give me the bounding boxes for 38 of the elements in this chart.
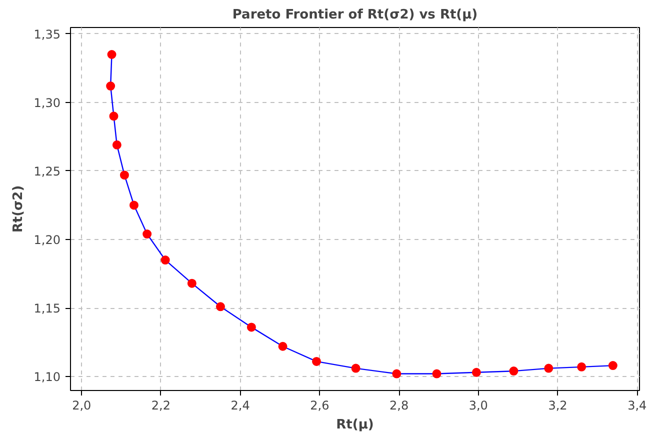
point xyxy=(472,368,481,377)
y-axis-title: Rt(σ2) xyxy=(10,185,26,233)
x-tick-label: 2,0 xyxy=(72,398,92,412)
y-tick-label: 1,20 xyxy=(34,232,60,247)
point xyxy=(160,256,170,265)
x-tick-label: 3,0 xyxy=(468,398,488,412)
x-axis-title: Rt(μ) xyxy=(336,418,374,432)
point xyxy=(608,361,618,370)
point xyxy=(544,364,554,373)
point xyxy=(509,366,518,376)
x-tick-label: 2,4 xyxy=(230,398,250,412)
point xyxy=(312,356,322,366)
point xyxy=(351,364,360,373)
y-tick-label: 1,25 xyxy=(34,164,60,178)
point xyxy=(142,230,152,238)
point xyxy=(246,322,256,332)
chart-title: Pareto Frontier of Rt(σ2) vs Rt(μ) xyxy=(232,8,478,22)
point xyxy=(129,200,138,210)
x-tick-label: 2,2 xyxy=(151,398,171,412)
y-tick-label: 1,35 xyxy=(34,27,60,42)
point xyxy=(120,170,129,180)
point xyxy=(112,140,122,150)
x-tick-label: 3,2 xyxy=(548,398,568,412)
y-tick-label: 1,15 xyxy=(34,302,60,316)
x-tick-label: 2,6 xyxy=(310,398,330,412)
y-tick-label: 1,10 xyxy=(34,370,60,384)
point xyxy=(392,369,402,378)
point xyxy=(278,342,288,351)
x-tick-label: 2,8 xyxy=(390,398,409,412)
point xyxy=(216,302,225,312)
point xyxy=(106,82,116,91)
point xyxy=(187,278,196,288)
point xyxy=(109,112,118,121)
point xyxy=(577,362,586,372)
x-tick-label: 3,4 xyxy=(628,398,647,412)
point xyxy=(107,50,116,59)
point xyxy=(432,369,442,378)
y-tick-label: 1,30 xyxy=(34,96,60,110)
